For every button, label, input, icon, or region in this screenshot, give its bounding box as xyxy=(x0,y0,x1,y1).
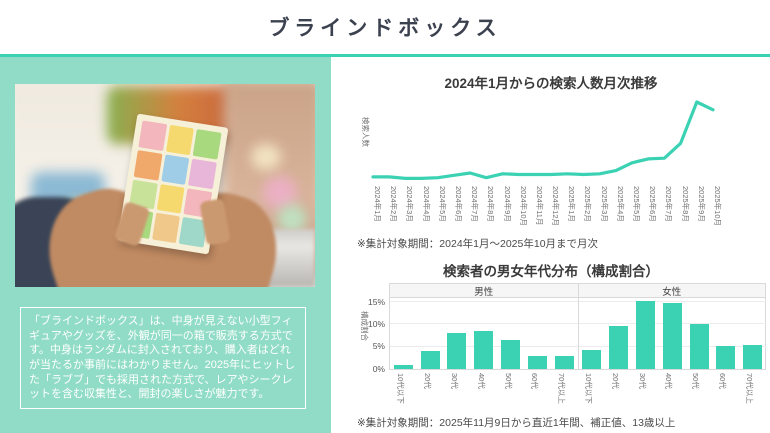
line-x-tick-label: 2024年8月 xyxy=(486,186,496,222)
bar-male-50代 xyxy=(501,339,521,369)
blind-box-photo xyxy=(15,84,315,287)
line-x-tick-label: 2025年10月 xyxy=(712,186,722,227)
bar-chart-title: 検索者の男女年代分布（構成割合） xyxy=(443,264,659,279)
line-x-tick-label: 2024年6月 xyxy=(453,186,463,222)
line-x-tick-label: 2024年2月 xyxy=(389,186,399,222)
line-x-tick-label: 2025年5月 xyxy=(632,186,642,222)
card-tile xyxy=(151,212,181,244)
right-figurine-cream xyxy=(251,144,281,170)
bar-x-tick-label: 10代以下 xyxy=(396,373,406,404)
line-x-tick-label: 2025年8月 xyxy=(680,186,690,222)
bar-x-tick-label: 40代 xyxy=(664,373,674,389)
bar-x-tick-label: 70代以上 xyxy=(557,373,567,404)
bar-x-tick-label: 60代 xyxy=(530,373,540,389)
bar-male-60代 xyxy=(527,355,547,369)
line-x-tick-label: 2025年6月 xyxy=(648,186,658,222)
line-x-tick-label: 2025年7月 xyxy=(664,186,674,222)
line-x-tick-label: 2024年3月 xyxy=(405,186,415,222)
line-x-tick-label: 2025年2月 xyxy=(583,186,593,222)
line-x-tick-label: 2025年1月 xyxy=(567,186,577,222)
line-x-tick-label: 2024年4月 xyxy=(421,186,431,222)
bar-female-60代 xyxy=(716,345,736,369)
card-tile xyxy=(133,149,163,181)
bar-male-40代 xyxy=(474,330,494,369)
bar-x-tick-label: 60代 xyxy=(717,373,727,389)
header: ブラインドボックス xyxy=(0,0,770,54)
bar-y-tick-label: 5% xyxy=(372,341,385,352)
line-x-tick-label: 2024年7月 xyxy=(470,186,480,222)
facet-label-female: 女性 xyxy=(577,284,765,298)
bar-y-tick-label: 15% xyxy=(367,296,385,307)
bar-x-tick-label: 20代 xyxy=(610,373,620,389)
bar-female-40代 xyxy=(662,303,682,369)
description-box: 「ブラインドボックス」は、中身が見えない小型フィギュアやグッズを、外観が同一の箱… xyxy=(20,307,306,409)
page-title: ブラインドボックス xyxy=(268,17,502,40)
card-tile xyxy=(156,183,185,214)
line-x-tick-label: 2024年10月 xyxy=(518,186,528,227)
line-x-tick-label: 2024年9月 xyxy=(502,186,512,222)
bar-x-tick-label: 40代 xyxy=(476,373,486,389)
card-tile xyxy=(165,124,195,156)
header-accent-line xyxy=(0,54,770,57)
left-panel: 「ブラインドボックス」は、中身が見えない小型フィギュアやグッズを、外観が同一の箱… xyxy=(0,56,331,433)
bar-x-tick-label: 10代以下 xyxy=(583,373,593,404)
line-chart xyxy=(371,100,715,180)
bar-y-tick-label: 10% xyxy=(367,318,385,329)
gridline xyxy=(390,323,578,325)
line-x-tick-label: 2025年4月 xyxy=(615,186,625,222)
search-trend-line xyxy=(371,100,715,180)
description-text: 「ブラインドボックス」は、中身が見えない小型フィギュアやグッズを、外観が同一の箱… xyxy=(29,315,296,401)
bar-female-70代以上 xyxy=(743,345,763,369)
bar-x-tick-label: 70代以上 xyxy=(744,373,754,404)
line-x-tick-label: 2024年5月 xyxy=(437,186,447,222)
bar-x-tick-label: 30代 xyxy=(637,373,647,389)
line-x-tick-label: 2024年11月 xyxy=(534,186,544,226)
line-chart-note: ※集計対象期間：2024年1月～2025年10月まで月次 xyxy=(357,238,599,250)
bar-female-10代以下 xyxy=(582,350,602,369)
bar-female-50代 xyxy=(689,323,709,369)
bar-x-tick-label: 50代 xyxy=(691,373,700,389)
facet-area xyxy=(577,298,766,369)
line-x-tick-label: 2025年9月 xyxy=(696,186,706,222)
bar-female-30代 xyxy=(635,300,655,369)
gridline xyxy=(578,301,766,303)
bar-female-20代 xyxy=(609,326,629,369)
card-tile xyxy=(161,154,190,185)
bar-male-20代 xyxy=(420,351,440,369)
line-x-tick-label: 2024年1月 xyxy=(373,186,382,222)
line-chart-title: 2024年1月からの検索人数月次推移 xyxy=(444,76,658,91)
gridline xyxy=(390,301,578,303)
line-x-tick-label: 2024年12月 xyxy=(551,186,561,227)
bar-male-10代以下 xyxy=(393,364,413,369)
bar-male-70代以上 xyxy=(554,355,574,369)
facet-area xyxy=(390,298,578,369)
bar-chart: 男性 女性 xyxy=(389,283,766,370)
card-tile xyxy=(193,129,222,160)
bar-x-tick-label: 30代 xyxy=(450,373,459,389)
bar-y-tick-label: 0% xyxy=(372,363,385,374)
facet-label-male: 男性 xyxy=(390,284,578,298)
bar-x-tick-label: 20代 xyxy=(423,373,433,389)
bar-chart-note: ※集計対象期間：2025年11月9日から直近1年間、補正値、13歳以上 xyxy=(357,417,676,429)
bar-male-30代 xyxy=(447,333,467,369)
card-tile xyxy=(188,158,217,189)
line-x-tick-label: 2025年3月 xyxy=(599,186,609,222)
card-tile xyxy=(138,120,167,151)
bar-x-tick-label: 50代 xyxy=(503,373,513,389)
